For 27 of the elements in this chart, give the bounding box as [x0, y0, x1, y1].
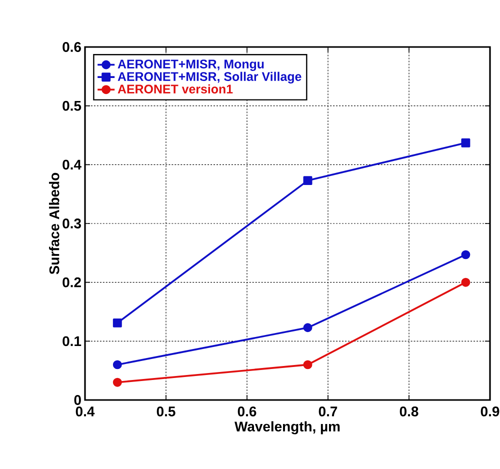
point — [461, 278, 470, 287]
point — [112, 360, 122, 370]
x-axis-title: Wavelength, µm — [234, 421, 340, 434]
legend-label: AERONET+MISR, Mongu — [118, 60, 264, 71]
x-tick-label: 0.6 — [238, 406, 256, 416]
y-tick-label: 0 — [74, 395, 81, 405]
point — [461, 250, 470, 260]
x-tick-label: 0.8 — [400, 406, 418, 416]
x-tick-label: 0.7 — [318, 406, 338, 416]
legend-label: AERONET version1 — [118, 84, 233, 94]
point — [303, 176, 312, 186]
y-tick-label: 0.6 — [62, 42, 81, 52]
y-tick-label: 0.4 — [62, 160, 82, 170]
y-tick-label: 0.1 — [62, 336, 82, 346]
point — [303, 323, 312, 332]
point — [461, 138, 470, 148]
y-tick-label: 0.2 — [62, 277, 81, 288]
point — [112, 378, 122, 387]
point — [112, 318, 122, 328]
x-tick-label: 0.4 — [76, 406, 95, 416]
y-axis-title: Surface Albedo — [49, 172, 60, 274]
y-tick-label: 0.5 — [62, 100, 82, 111]
y-tick-label: 0.3 — [62, 218, 81, 228]
point — [303, 360, 312, 370]
x-tick-label: 0.9 — [480, 406, 500, 416]
x-tick-label: 0.5 — [156, 406, 176, 416]
legend-label: AERONET+MISR, Sollar Village — [118, 72, 302, 84]
